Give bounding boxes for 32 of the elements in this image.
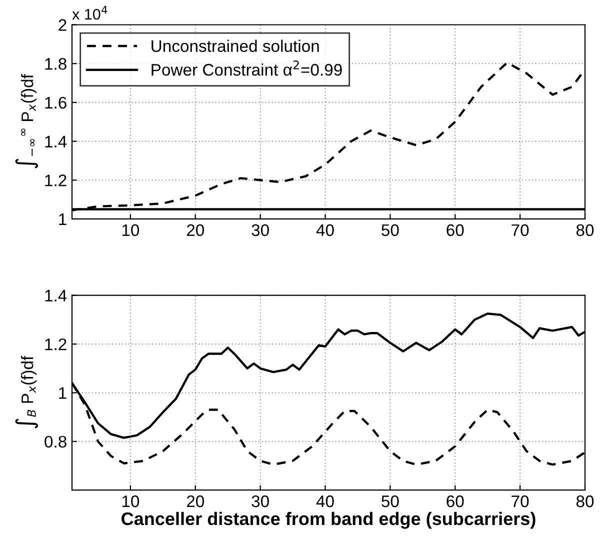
x-tick-label: 60	[446, 224, 464, 236]
y-axis-title: ∫$_{B}$ P$_{x}$(f)df	[15, 356, 38, 428]
x-tick-label: 80	[576, 495, 594, 508]
x-tick-label: 50	[382, 224, 399, 236]
x-tick-label: 20	[186, 224, 204, 236]
y-tick-label: 2	[58, 19, 66, 31]
y-tick-label: 1	[59, 387, 66, 399]
x-tick-label: 50	[382, 495, 399, 508]
x-tick-label: 10	[122, 224, 140, 236]
x-tick-label: 20	[186, 495, 204, 508]
text: x 10$^{4}$	[72, 6, 108, 20]
x-tick-label: 30	[252, 224, 269, 236]
x-tick-label: 40	[316, 224, 334, 236]
y-tick-label: 1.2	[45, 174, 66, 186]
x-tick-label: 10	[122, 495, 140, 508]
legend-label: Unconstrained solution	[152, 40, 319, 52]
y-tick-label: 0.8	[44, 436, 66, 448]
y-axis-title: ∫$_{−∞}$$^{∞}$ P$_{x}$(f)df	[15, 74, 38, 168]
y-tick-label: 1.2	[45, 338, 66, 350]
x-axis-title: Canceller distance from band edge (subcarriers)	[122, 512, 536, 529]
legend-label: Power Constraint α$^{2}$=0.99	[152, 60, 342, 76]
x-tick-label: 40	[316, 495, 334, 508]
x-tick-label: 60	[446, 495, 464, 508]
y-tick-label: 1.8	[45, 58, 66, 70]
y-tick-label: 1	[59, 214, 66, 226]
y-tick-label: 1.4	[45, 136, 67, 148]
x-tick-label: 30	[252, 495, 269, 508]
x-tick-label: 70	[512, 495, 529, 508]
y-tick-label: 1.6	[45, 96, 66, 109]
x-tick-label: 70	[512, 224, 529, 236]
y-tick-label: 1.4	[45, 290, 67, 302]
x-tick-label: 80	[576, 224, 594, 236]
